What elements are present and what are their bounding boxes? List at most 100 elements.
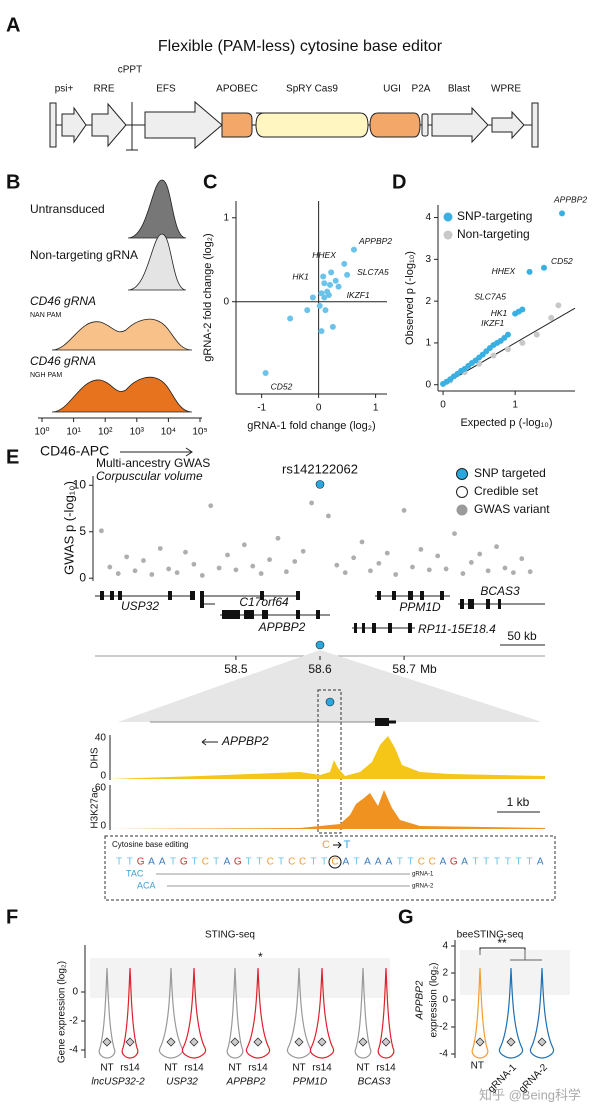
violin (98, 967, 116, 1059)
sequence-base: A (364, 857, 371, 868)
point (283, 569, 289, 575)
group-label: rs14 (248, 1063, 268, 1074)
point (376, 560, 382, 566)
mean-diamond (294, 1037, 304, 1047)
legend-label: Credible set (474, 484, 539, 498)
sequence-base: T (494, 857, 500, 868)
guide-label: gRNA-1 (412, 872, 434, 878)
axis-arrow (120, 447, 193, 457)
y-tick-label: 0 (72, 987, 78, 998)
point-label: CD52 (551, 256, 573, 266)
panel-label: E (6, 446, 19, 468)
point (149, 572, 155, 577)
editing-box (104, 835, 556, 901)
gene-label: RP11-15E18.4 (418, 622, 496, 636)
exon (100, 591, 104, 600)
sequence-base: A (375, 857, 382, 868)
y-tick-label: 0 (425, 379, 431, 390)
sequence-base: T (408, 857, 414, 868)
chart-subtitle: Corpuscular volume (96, 469, 203, 483)
exon (222, 610, 240, 619)
violin (286, 967, 312, 1059)
exon (316, 610, 320, 619)
sequence-base: G (137, 857, 145, 868)
apobec-box (221, 112, 253, 138)
point (325, 291, 332, 298)
point-label: HK1 (292, 271, 309, 281)
gene-label: USP32 (166, 1077, 198, 1088)
point-label: HHEX (312, 250, 336, 260)
point (359, 539, 365, 545)
point (351, 555, 357, 561)
axis-label: gRNA-1 fold change (log₂) (247, 420, 375, 432)
sequence-base: A (386, 857, 393, 868)
violin (377, 967, 395, 1059)
point (107, 564, 113, 570)
point (494, 544, 499, 550)
violin (245, 967, 271, 1059)
wpre-arrow (491, 110, 525, 140)
point-label: APPBP2 (553, 195, 587, 205)
mean-diamond (358, 1037, 368, 1047)
background-cells (90, 958, 390, 998)
point (216, 565, 222, 571)
point (329, 323, 336, 330)
sequence-base: A (148, 857, 155, 868)
y-tick-label: 0 (79, 570, 86, 584)
exon (392, 591, 396, 600)
axis-label: Mb (420, 662, 437, 676)
mean-diamond (381, 1037, 391, 1047)
histogram (127, 233, 187, 291)
gene-label: BCAS3 (480, 584, 520, 598)
point (368, 568, 373, 574)
group-label: rs14 (184, 1063, 204, 1074)
element-label: Blast (448, 84, 470, 95)
point (320, 273, 327, 280)
y-tick-label: 4 (442, 941, 448, 952)
sequence-base: T (505, 857, 511, 868)
track-tick-label: 60 (95, 783, 107, 794)
point (292, 559, 298, 564)
y-tick-label: 0 (442, 995, 448, 1006)
point (183, 549, 188, 555)
violin (354, 967, 372, 1059)
gene-label: BCAS3 (358, 1077, 391, 1088)
sample-label: Non-targeting gRNA (30, 248, 138, 262)
sequence-base: G (234, 857, 242, 868)
sequence-base: T (170, 857, 176, 868)
panel-label: C (203, 171, 217, 193)
snp-marker (315, 640, 325, 650)
mean-diamond (166, 1037, 176, 1047)
exon (440, 591, 444, 600)
point (258, 571, 264, 576)
point (519, 306, 526, 313)
gene-label: PPM1D (399, 600, 441, 614)
sequence-base: T (321, 857, 327, 868)
sequence-base: C (429, 857, 436, 868)
sequence-base: A (461, 857, 468, 868)
point-label: SLC7A5 (474, 292, 506, 302)
x-tick-label: 10⁴ (161, 427, 176, 438)
point (208, 503, 214, 509)
point (309, 500, 314, 506)
violin (158, 967, 184, 1059)
direction-arrow (201, 738, 218, 746)
mean-diamond (125, 1037, 135, 1047)
point (460, 571, 466, 576)
exon (460, 599, 464, 609)
cas9-box (255, 112, 369, 138)
point-label: IKZF1 (481, 318, 504, 328)
exon (260, 591, 264, 600)
exon (468, 599, 474, 609)
group-label: NT (164, 1063, 177, 1074)
sequence-base: T (256, 857, 262, 868)
significance: * (258, 950, 263, 964)
point (309, 294, 316, 301)
edit-from: C (322, 839, 330, 851)
axis-label: gRNA-2 fold change (log₂) (202, 233, 214, 361)
element-label: WPRE (491, 84, 521, 95)
element-label: EFS (156, 84, 176, 95)
histogram (51, 376, 193, 413)
violin (471, 967, 489, 1059)
edit-to: T (344, 839, 351, 851)
